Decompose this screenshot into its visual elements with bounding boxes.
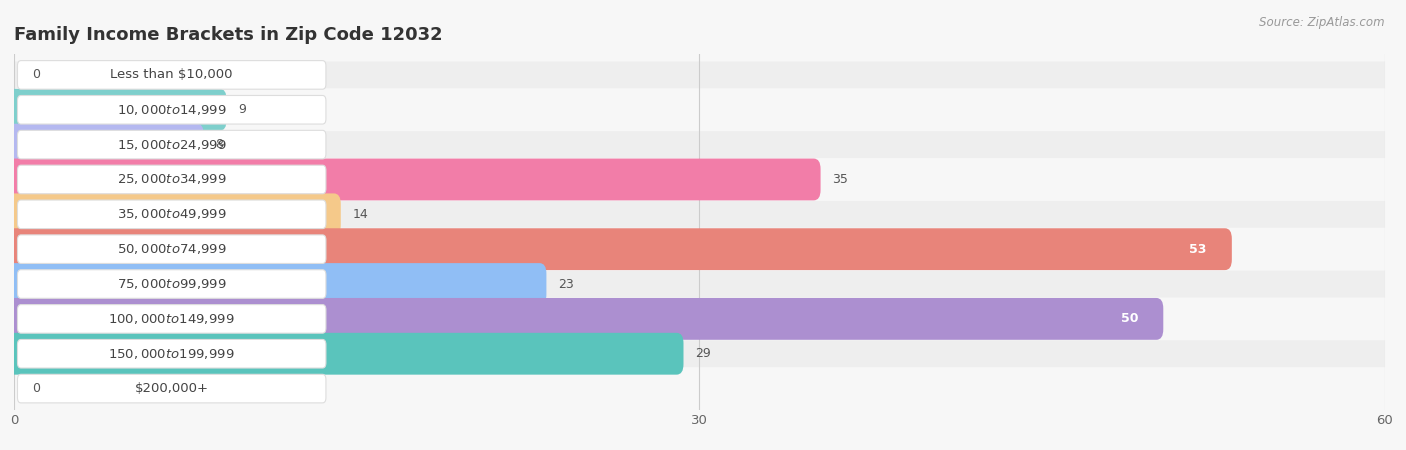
Text: $15,000 to $24,999: $15,000 to $24,999 bbox=[117, 138, 226, 152]
FancyBboxPatch shape bbox=[7, 263, 547, 305]
FancyBboxPatch shape bbox=[14, 236, 1385, 263]
FancyBboxPatch shape bbox=[17, 200, 326, 229]
FancyBboxPatch shape bbox=[17, 270, 326, 298]
FancyBboxPatch shape bbox=[14, 131, 1385, 158]
FancyBboxPatch shape bbox=[14, 340, 1385, 367]
FancyBboxPatch shape bbox=[7, 194, 340, 235]
FancyBboxPatch shape bbox=[14, 270, 1385, 297]
Text: $100,000 to $149,999: $100,000 to $149,999 bbox=[108, 312, 235, 326]
Text: 0: 0 bbox=[32, 68, 41, 81]
Text: $50,000 to $74,999: $50,000 to $74,999 bbox=[117, 242, 226, 256]
FancyBboxPatch shape bbox=[14, 166, 1385, 193]
Text: 0: 0 bbox=[32, 382, 41, 395]
FancyBboxPatch shape bbox=[14, 375, 1385, 402]
Text: 14: 14 bbox=[353, 208, 368, 221]
FancyBboxPatch shape bbox=[17, 95, 326, 124]
FancyBboxPatch shape bbox=[7, 158, 821, 200]
Text: 50: 50 bbox=[1121, 312, 1139, 325]
Text: 53: 53 bbox=[1189, 243, 1206, 256]
FancyBboxPatch shape bbox=[7, 89, 226, 130]
Text: $25,000 to $34,999: $25,000 to $34,999 bbox=[117, 172, 226, 186]
FancyBboxPatch shape bbox=[7, 228, 1232, 270]
FancyBboxPatch shape bbox=[17, 61, 326, 89]
Text: $200,000+: $200,000+ bbox=[135, 382, 208, 395]
Text: Less than $10,000: Less than $10,000 bbox=[111, 68, 233, 81]
Text: $10,000 to $14,999: $10,000 to $14,999 bbox=[117, 103, 226, 117]
Text: Family Income Brackets in Zip Code 12032: Family Income Brackets in Zip Code 12032 bbox=[14, 26, 443, 44]
Text: 35: 35 bbox=[832, 173, 848, 186]
FancyBboxPatch shape bbox=[14, 62, 1385, 88]
Text: 29: 29 bbox=[695, 347, 710, 360]
FancyBboxPatch shape bbox=[17, 235, 326, 263]
FancyBboxPatch shape bbox=[14, 201, 1385, 228]
FancyBboxPatch shape bbox=[17, 305, 326, 333]
Text: $35,000 to $49,999: $35,000 to $49,999 bbox=[117, 207, 226, 221]
Text: $150,000 to $199,999: $150,000 to $199,999 bbox=[108, 347, 235, 361]
FancyBboxPatch shape bbox=[14, 96, 1385, 123]
FancyBboxPatch shape bbox=[7, 124, 204, 166]
FancyBboxPatch shape bbox=[17, 165, 326, 194]
FancyBboxPatch shape bbox=[17, 374, 326, 403]
FancyBboxPatch shape bbox=[14, 306, 1385, 332]
FancyBboxPatch shape bbox=[7, 298, 1163, 340]
Text: 9: 9 bbox=[238, 103, 246, 116]
Text: 8: 8 bbox=[215, 138, 224, 151]
Text: $75,000 to $99,999: $75,000 to $99,999 bbox=[117, 277, 226, 291]
Text: Source: ZipAtlas.com: Source: ZipAtlas.com bbox=[1260, 16, 1385, 29]
FancyBboxPatch shape bbox=[17, 130, 326, 159]
FancyBboxPatch shape bbox=[17, 339, 326, 368]
Text: 23: 23 bbox=[558, 278, 574, 291]
FancyBboxPatch shape bbox=[7, 333, 683, 375]
